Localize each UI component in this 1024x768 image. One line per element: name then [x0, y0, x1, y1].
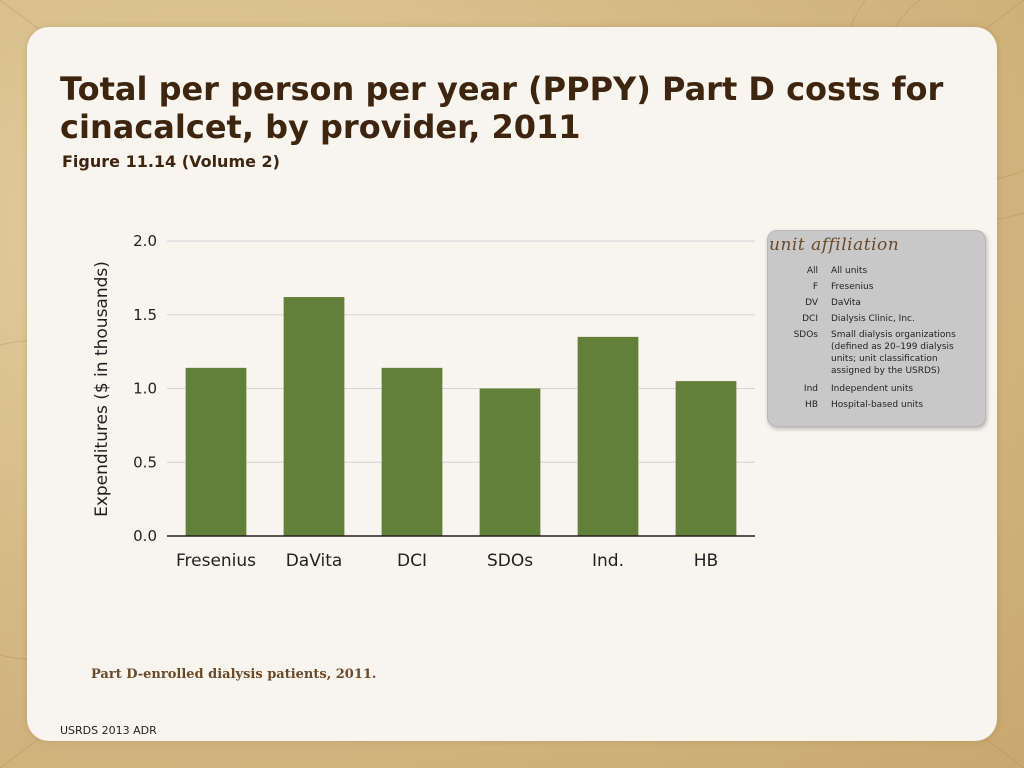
y-tick-label: 2.0	[133, 232, 157, 250]
legend-abbr: DCI	[802, 314, 818, 324]
legend-desc: Independent units	[831, 384, 914, 394]
page-title: Total per person per year (PPPY) Part D …	[60, 70, 944, 146]
legend-desc: Hospital-based units	[831, 400, 924, 410]
y-tick-labels: 0.0 0.5 1.0 1.5 2.0	[133, 232, 157, 545]
x-category-label: DaVita	[286, 551, 343, 571]
bar-sdos	[479, 388, 541, 536]
bar-fresenius	[185, 367, 247, 536]
legend-abbr: HB	[805, 400, 818, 410]
legend-desc: DaVita	[831, 298, 861, 308]
x-category-label: Fresenius	[176, 551, 256, 571]
bars	[185, 297, 737, 536]
x-category-labels: Fresenius DaVita DCI SDOs Ind. HB	[176, 551, 718, 571]
grid-lines	[167, 240, 755, 463]
y-tick-label: 0.5	[133, 453, 157, 471]
legend-desc: Fresenius	[831, 282, 874, 292]
x-category-label: DCI	[397, 551, 427, 571]
x-category-label: SDOs	[487, 551, 533, 571]
legend-desc: Dialysis Clinic, Inc.	[831, 314, 915, 324]
x-category-label: Ind.	[592, 551, 624, 571]
legend-title: unit affiliation	[769, 235, 900, 255]
y-tick-label: 1.0	[133, 380, 157, 398]
legend-abbr: Ind	[803, 384, 818, 394]
x-category-label: HB	[694, 551, 718, 571]
legend-abbr: F	[812, 282, 818, 292]
legend-desc: Small dialysis organizations (defined as…	[831, 330, 956, 376]
legend-abbr: DV	[805, 298, 818, 308]
bar-davita	[283, 297, 345, 536]
y-tick-label: 0.0	[133, 527, 157, 545]
footer-source: USRDS 2013 ADR	[60, 724, 157, 737]
legend-abbr: All	[806, 266, 818, 276]
bar-hb	[675, 381, 737, 536]
figure-subtitle: Figure 11.14 (Volume 2)	[62, 152, 280, 171]
legend-unit-affiliation: unit affiliation All All units F Freseni…	[767, 230, 986, 427]
legend-desc: All units	[831, 266, 868, 276]
bar-dci	[381, 367, 443, 536]
y-tick-label: 1.5	[133, 306, 157, 324]
y-axis-label: Expenditures ($ in thousands)	[92, 261, 112, 517]
bar-ind	[577, 336, 639, 536]
chart-caption: Part D-enrolled dialysis patients, 2011.	[91, 667, 377, 682]
legend-abbr: SDOs	[793, 330, 818, 340]
